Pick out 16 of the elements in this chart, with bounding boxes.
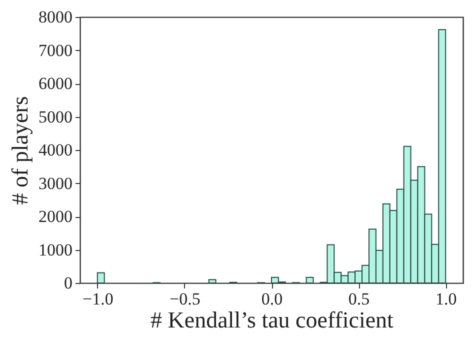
y-tick-label: 6000 bbox=[38, 74, 72, 93]
y-tick-label: 8000 bbox=[38, 8, 72, 26]
y-tick-label: 4000 bbox=[38, 140, 72, 160]
x-tick-label: 0.0 bbox=[261, 290, 283, 308]
y-tick-label: 0 bbox=[64, 274, 72, 292]
x-axis-title: # Kendall’s tau coefficient bbox=[150, 308, 394, 332]
y-tick-label: 1000 bbox=[38, 240, 72, 260]
y-tick-label: 5000 bbox=[38, 107, 72, 126]
y-axis-title: # of players bbox=[8, 96, 32, 205]
y-tick-label: 7000 bbox=[38, 40, 72, 60]
x-tick-label: 1.0 bbox=[435, 290, 457, 308]
y-tick-label: 2000 bbox=[38, 207, 72, 226]
x-tick-label: 0.5 bbox=[348, 290, 370, 308]
x-tick-label: −0.5 bbox=[170, 290, 200, 308]
x-tick-label: −1.0 bbox=[82, 290, 114, 308]
y-tick-label: 3000 bbox=[38, 174, 72, 193]
